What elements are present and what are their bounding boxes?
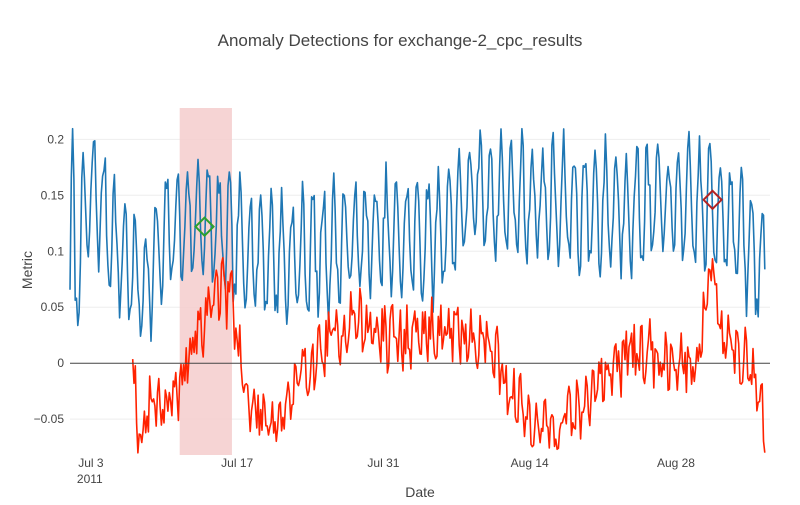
y-tick-label: 0.05 bbox=[41, 300, 65, 314]
series-line-1 bbox=[69, 127, 766, 342]
x-tick-label: Jul 17 bbox=[221, 456, 253, 470]
x-tick-sublabel: 2011 bbox=[77, 472, 103, 486]
y-axis-title: Metric bbox=[19, 251, 35, 289]
series-line-2 bbox=[131, 257, 766, 454]
y-tick-label: 0.15 bbox=[41, 188, 65, 202]
y-tick-label: 0.1 bbox=[47, 244, 64, 258]
anomaly-marker bbox=[194, 216, 215, 238]
x-axis-title: Date bbox=[405, 484, 435, 500]
marker-layer bbox=[194, 189, 723, 238]
x-tick-label: Jul 3 bbox=[78, 456, 104, 470]
x-tick-label: Aug 14 bbox=[511, 456, 549, 470]
series-layer bbox=[69, 127, 770, 454]
y-tick-label: −0.05 bbox=[34, 412, 65, 426]
y-tick-label: 0 bbox=[57, 356, 64, 370]
tick-labels: −0.05 0 0.05 0.1 0.15 0.2 Jul 3 2011 Jul 17 Jul 3… bbox=[34, 132, 696, 486]
x-tick-label: Aug 28 bbox=[657, 456, 695, 470]
anomaly-marker bbox=[702, 189, 723, 211]
y-tick-label: 0.2 bbox=[47, 132, 64, 146]
anomaly-region-layer bbox=[179, 108, 232, 455]
chart-title: Anomaly Detections for exchange-2_cpc_re… bbox=[218, 31, 583, 50]
x-tick-label: Jul 31 bbox=[367, 456, 399, 470]
anomaly-region bbox=[179, 108, 232, 455]
